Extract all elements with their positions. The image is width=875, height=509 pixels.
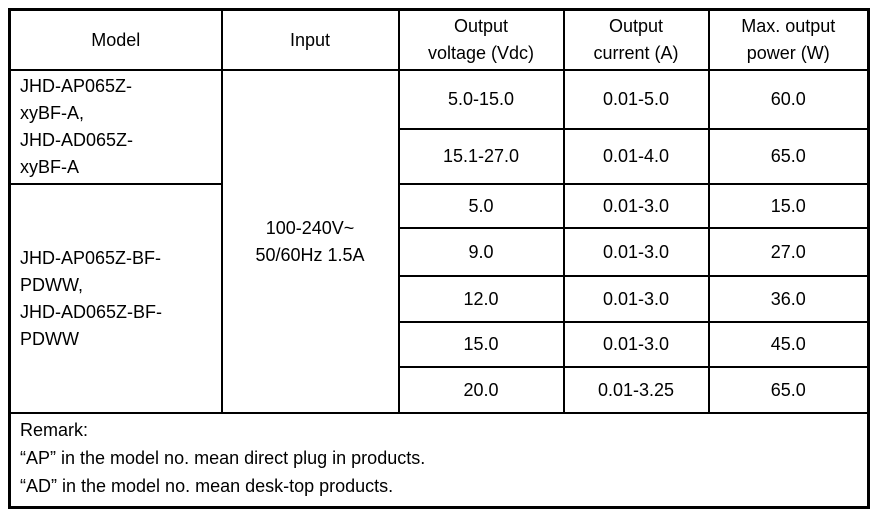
table-row: 12.0 0.01-3.0 36.0 <box>10 275 870 323</box>
remark-line: “AD” in the model no. mean desk-top prod… <box>20 475 394 496</box>
input-spec-cell: 100-240V~ 50/60Hz 1.5A <box>220 69 400 414</box>
model-group-a-cell: JHD-AP065Z- xyBF-A, JHD-AD065Z- xyBF-A <box>8 69 223 185</box>
remark-line: “AP” in the model no. mean direct plug i… <box>20 447 426 468</box>
current-cell: 0.01-3.25 <box>562 366 710 414</box>
power-cell: 36.0 <box>707 275 870 323</box>
table-row: 15.0 0.01-3.0 45.0 <box>10 321 870 368</box>
voltage-cell: 15.0 <box>397 321 565 368</box>
remark-cell: Remark: “AP” in the model no. mean direc… <box>8 411 870 509</box>
header-output-current: Output current (A) <box>562 8 710 71</box>
current-cell: 0.01-3.0 <box>562 183 710 229</box>
table-row: 20.0 0.01-3.25 65.0 <box>10 366 870 414</box>
header-model: Model <box>8 8 223 71</box>
power-cell: 15.0 <box>707 183 870 229</box>
model-group-b-cell: JHD-AP065Z-BF- PDWW, JHD-AD065Z-BF- PDWW <box>8 183 223 414</box>
header-output-voltage: Output voltage (Vdc) <box>397 8 565 71</box>
current-cell: 0.01-4.0 <box>562 128 710 185</box>
voltage-cell: 9.0 <box>397 227 565 277</box>
remark-row: Remark: “AP” in the model no. mean direc… <box>8 411 870 509</box>
power-spec-table: Model Input Output voltage (Vdc) Output … <box>8 8 870 509</box>
voltage-cell: 15.1-27.0 <box>397 128 565 185</box>
voltage-cell: 5.0 <box>397 183 565 229</box>
table-header-row: Model Input Output voltage (Vdc) Output … <box>8 8 870 71</box>
power-cell: 65.0 <box>707 366 870 414</box>
current-cell: 0.01-3.0 <box>562 275 710 323</box>
table-row: 9.0 0.01-3.0 27.0 <box>10 227 870 277</box>
power-cell: 45.0 <box>707 321 870 368</box>
voltage-cell: 5.0-15.0 <box>397 68 565 131</box>
power-cell: 65.0 <box>707 128 870 185</box>
current-cell: 0.01-5.0 <box>562 68 710 131</box>
voltage-cell: 12.0 <box>397 275 565 323</box>
voltage-cell: 20.0 <box>397 366 565 414</box>
current-cell: 0.01-3.0 <box>562 321 710 368</box>
power-cell: 60.0 <box>707 68 870 131</box>
header-max-output-power: Max. output power (W) <box>707 8 870 71</box>
current-cell: 0.01-3.0 <box>562 227 710 277</box>
table-row: JHD-AP065Z- xyBF-A, JHD-AD065Z- xyBF-A 1… <box>8 68 870 414</box>
header-input: Input <box>220 8 400 71</box>
power-cell: 27.0 <box>707 227 870 277</box>
table-row: JHD-AP065Z-BF- PDWW, JHD-AD065Z-BF- PDWW… <box>8 183 870 414</box>
remark-title: Remark: <box>20 420 89 440</box>
table-row: 15.1-27.0 0.01-4.0 65.0 <box>10 128 870 185</box>
